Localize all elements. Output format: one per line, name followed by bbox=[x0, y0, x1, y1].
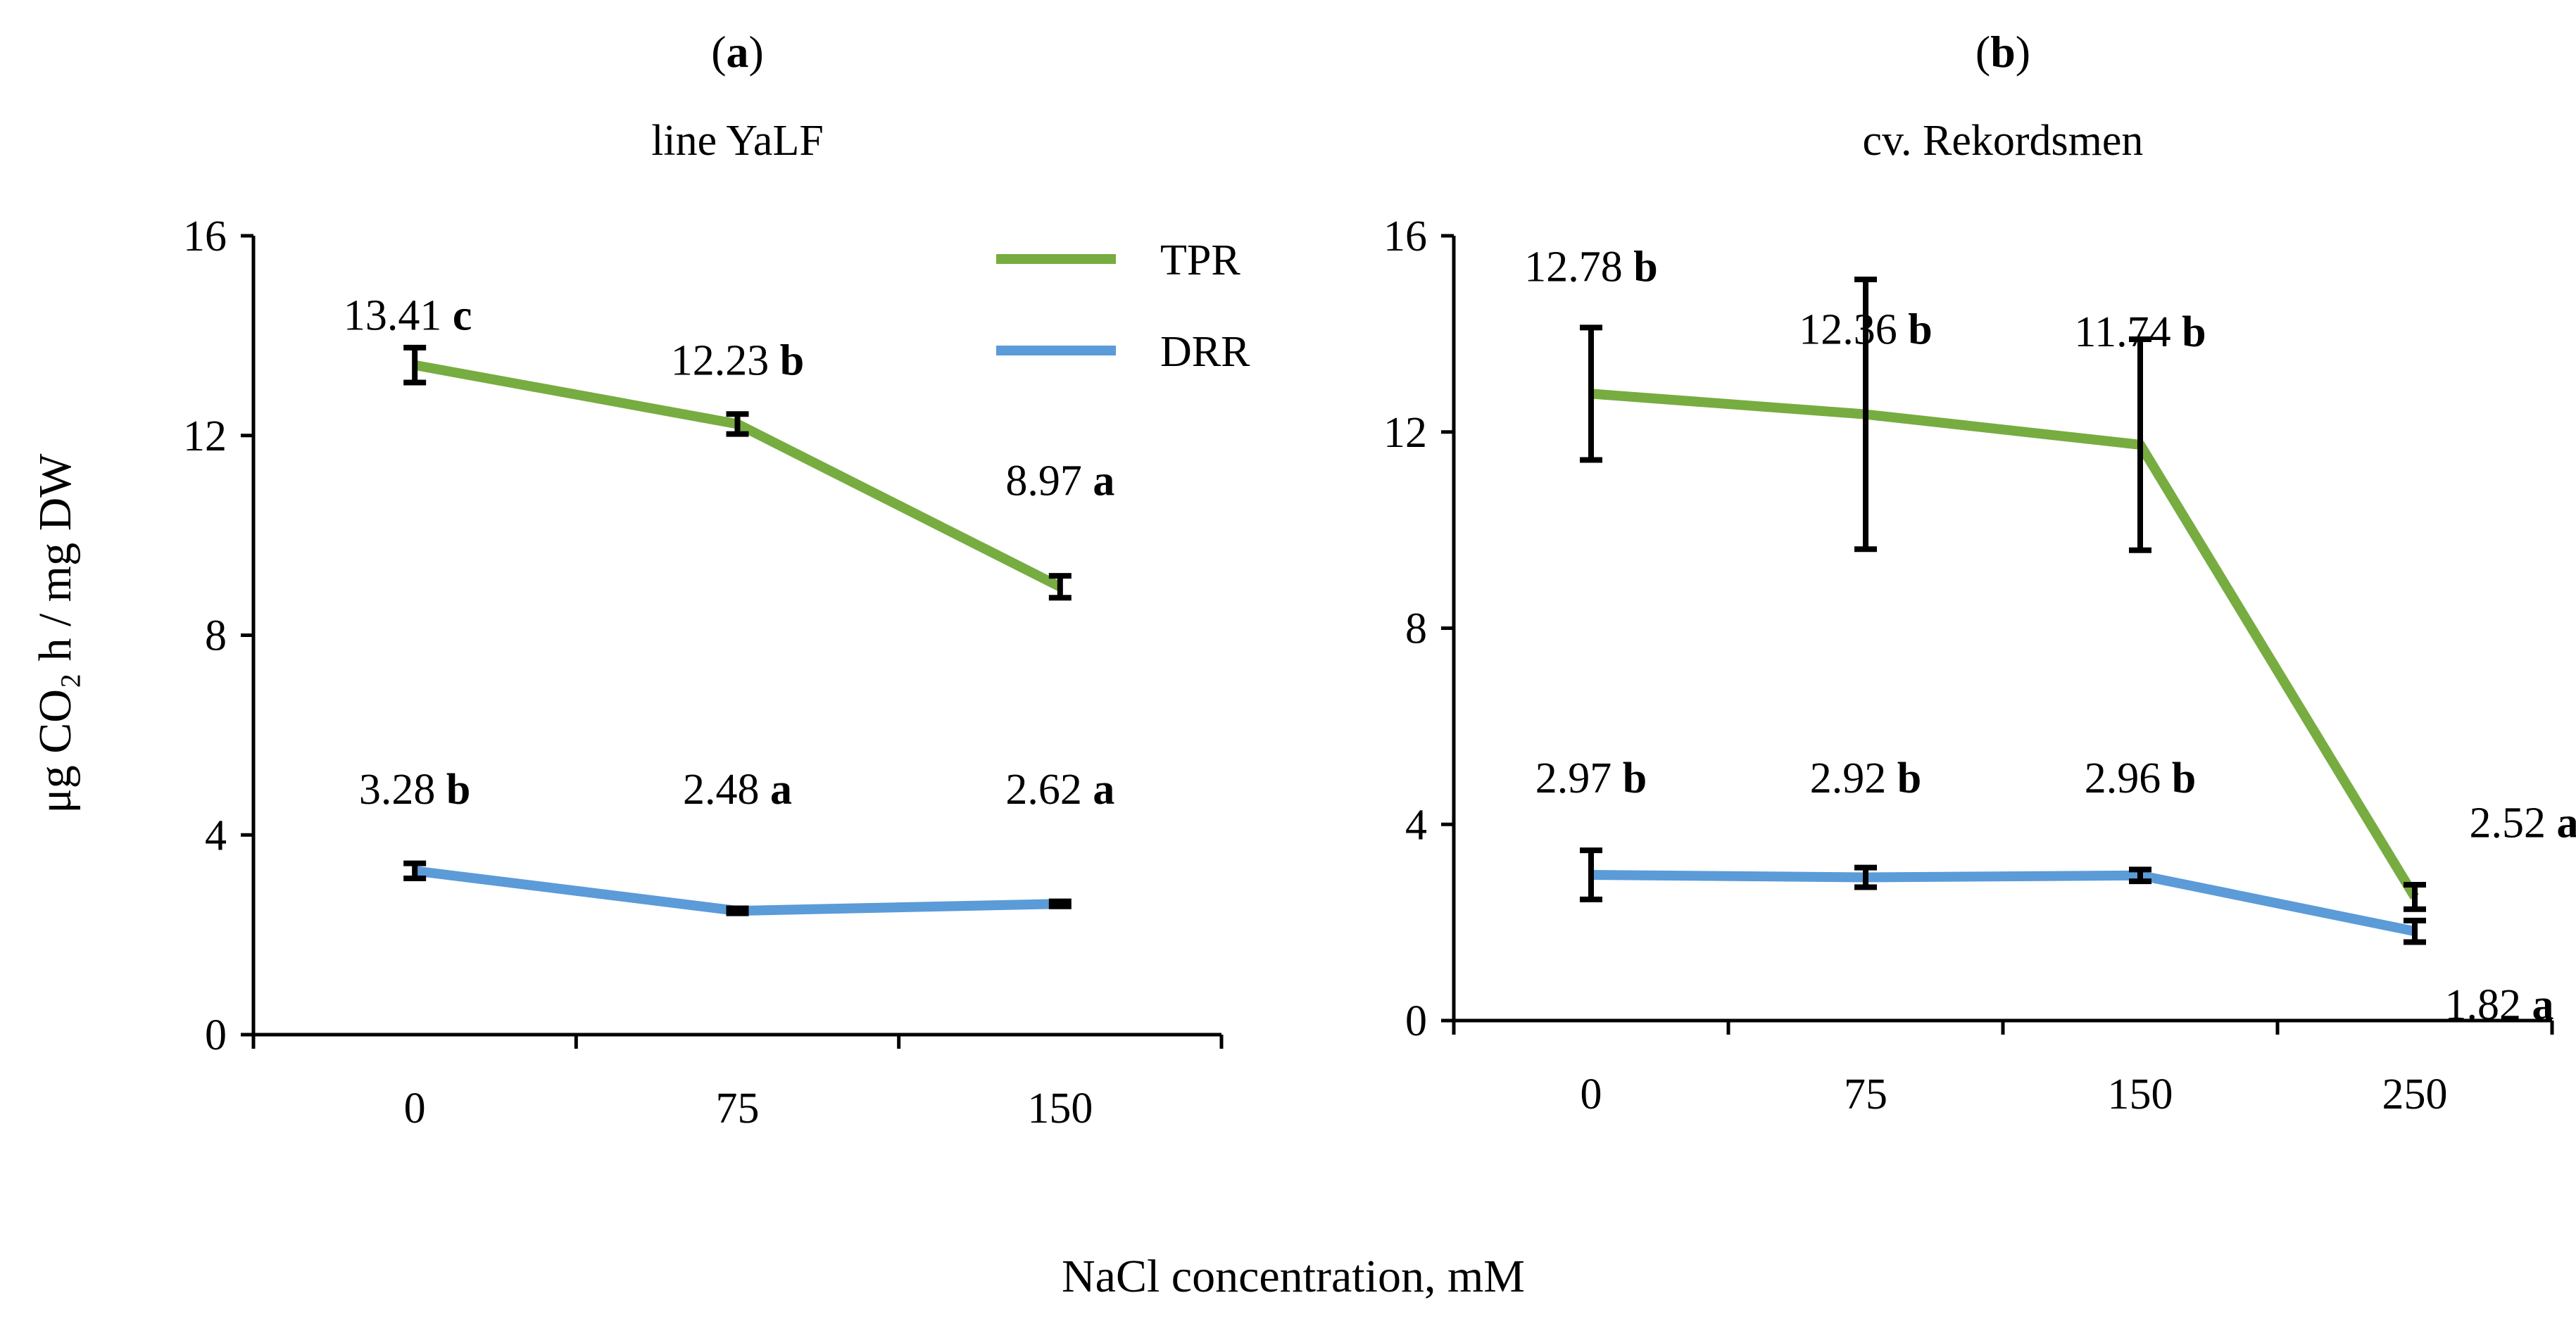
error-bar bbox=[1580, 324, 1602, 463]
x-tick-label: 0 bbox=[1581, 1071, 1602, 1118]
y-tick-label: 12 bbox=[183, 412, 227, 460]
x-tick-label: 150 bbox=[2108, 1071, 2173, 1118]
data-label: 13.41 c bbox=[344, 292, 472, 340]
x-axis-label: NaCl concentration, mM bbox=[1062, 1251, 1525, 1302]
panel-subtitle: cv. Rekordsmen bbox=[1863, 117, 2144, 165]
panel-b: (b) cv. Rekordsmen 0 4 8 12 16 0 75 150 250 12.78 b… bbox=[1383, 27, 2576, 1118]
x-tick-label: 250 bbox=[2382, 1071, 2448, 1118]
error-bar bbox=[726, 411, 749, 437]
data-label: 1.82 a bbox=[2445, 981, 2554, 1029]
y-tick-label: 4 bbox=[205, 812, 227, 859]
error-bar bbox=[2129, 866, 2151, 885]
x-tick-label: 75 bbox=[716, 1085, 760, 1132]
legend-item-tpr: TPR bbox=[996, 236, 1240, 284]
error-bar bbox=[2404, 881, 2426, 912]
data-label: 12.36 b bbox=[1799, 306, 1932, 354]
error-bar bbox=[403, 344, 427, 386]
series-tpr: 12.78 b 12.36 b 11.74 b 2.52 a bbox=[1524, 243, 2576, 912]
data-label: 12.78 b bbox=[1524, 243, 1657, 291]
data-label: 2.97 b bbox=[1535, 755, 1647, 802]
x-tick-label: 0 bbox=[404, 1085, 426, 1132]
y-tick-label: 0 bbox=[1405, 997, 1427, 1045]
y-tick-label: 12 bbox=[1383, 409, 1427, 457]
panel-subtitle: line YaLF bbox=[651, 117, 824, 165]
data-label: 8.97 a bbox=[1005, 457, 1114, 505]
data-label: 2.92 b bbox=[1810, 755, 1921, 802]
panel-letter: (b) bbox=[1975, 27, 2030, 77]
panel-letter: (a) bbox=[711, 27, 764, 77]
error-bar bbox=[1580, 847, 1602, 902]
series-line-tpr bbox=[1590, 389, 2419, 900]
x-tick-label: 150 bbox=[1027, 1085, 1093, 1132]
data-label: 2.48 a bbox=[683, 766, 792, 814]
error-bar bbox=[726, 905, 749, 916]
error-bar bbox=[1854, 277, 1877, 553]
data-label: 2.52 a bbox=[2470, 799, 2576, 847]
data-label: 12.23 b bbox=[671, 336, 804, 384]
y-tick-label: 16 bbox=[1383, 213, 1427, 260]
series-line-tpr bbox=[413, 360, 1062, 591]
data-label: 2.96 b bbox=[2085, 755, 2196, 802]
error-bar bbox=[1048, 573, 1072, 601]
series-drr: 2.97 b 2.92 b 2.96 b 1.82 a bbox=[1535, 755, 2554, 1029]
error-bar bbox=[1048, 898, 1072, 909]
panel-a: (a) line YaLF 0 4 8 12 16 0 75 150 13.41 c 12.23 b 8… bbox=[183, 27, 1224, 1132]
y-tick-label: 4 bbox=[1405, 801, 1427, 849]
error-bar bbox=[1854, 864, 1877, 890]
legend-item-drr: DRR bbox=[996, 328, 1250, 376]
data-label: 11.74 b bbox=[2074, 308, 2206, 356]
legend-label: DRR bbox=[1160, 328, 1250, 376]
series-line-drr bbox=[414, 866, 1060, 916]
legend: TPR DRR bbox=[996, 236, 1250, 376]
series-tpr: 13.41 c 12.23 b 8.97 a bbox=[344, 292, 1114, 601]
y-tick-label: 0 bbox=[205, 1011, 227, 1059]
error-bar bbox=[403, 860, 427, 881]
x-tick-label: 75 bbox=[1844, 1071, 1887, 1118]
series-line-drr bbox=[1590, 870, 2416, 937]
series-drr: 3.28 b 2.48 a 2.62 a bbox=[359, 766, 1114, 916]
y-tick-label: 16 bbox=[183, 213, 227, 260]
y-tick-label: 8 bbox=[1405, 605, 1427, 653]
data-label: 3.28 b bbox=[359, 766, 470, 814]
error-bar bbox=[2404, 917, 2426, 945]
data-label: 2.62 a bbox=[1005, 766, 1114, 814]
error-bar bbox=[2129, 336, 2151, 553]
y-tick-label: 8 bbox=[205, 612, 227, 660]
y-axis-label: μg CO₂ h / mg DW bbox=[30, 453, 81, 814]
legend-label: TPR bbox=[1160, 236, 1240, 284]
